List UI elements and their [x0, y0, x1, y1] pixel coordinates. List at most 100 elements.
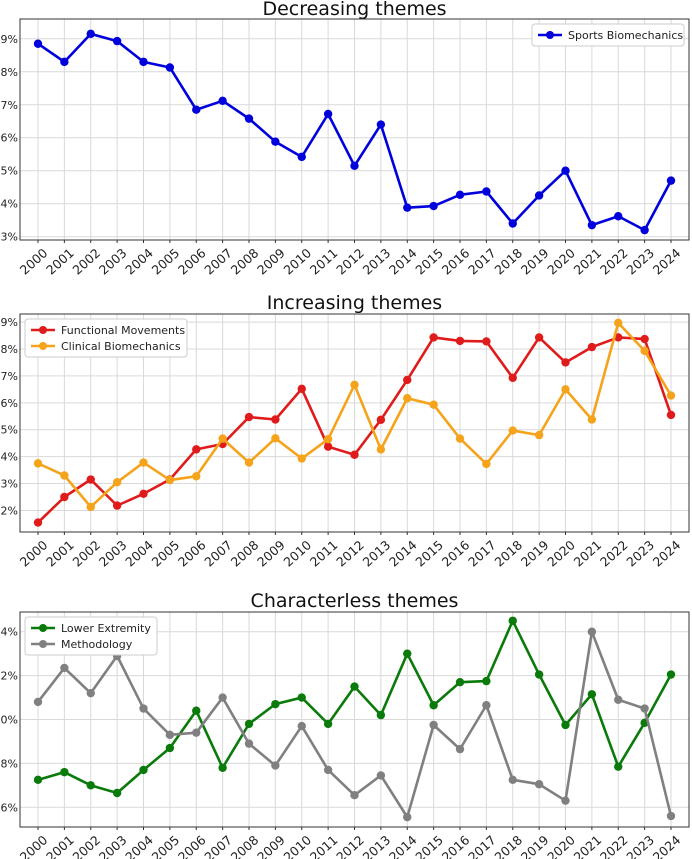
data-point [508, 219, 517, 228]
x-tick-label: 2023 [623, 537, 657, 569]
y-tick-label: 7% [1, 99, 18, 112]
x-tick-label: 2024 [650, 537, 684, 569]
data-point [429, 720, 438, 730]
series-clinical-biomechanics [33, 318, 676, 512]
data-point [455, 434, 465, 443]
x-tick-label: 2017 [465, 245, 499, 277]
data-point [587, 342, 597, 352]
data-point [614, 318, 623, 328]
data-point [429, 333, 438, 342]
data-point [165, 63, 175, 72]
data-point [429, 201, 438, 211]
data-point [297, 454, 306, 463]
y-tick-label: 14% [0, 626, 18, 639]
legend-swatch-marker [546, 31, 554, 39]
x-tick-label: 2004 [122, 537, 156, 569]
data-point [244, 739, 254, 748]
legend-label: Sports Biomechanics [568, 29, 683, 42]
legend-box [24, 616, 158, 656]
series-methodology [33, 627, 676, 822]
x-tick-label: 2011 [307, 537, 341, 569]
data-point [192, 105, 201, 114]
x-tick-label: 2022 [597, 537, 631, 569]
data-point [139, 765, 148, 775]
y-tick-label: 2% [1, 504, 18, 517]
x-tick-label: 2005 [149, 537, 183, 569]
y-tick-label: 5% [1, 424, 18, 437]
data-point [482, 459, 491, 469]
chart-title: Characterless themes [251, 590, 459, 612]
data-point [112, 788, 122, 798]
data-point [271, 699, 280, 709]
data-point [60, 767, 69, 777]
x-tick-label: 2002 [69, 537, 103, 569]
data-point [297, 721, 306, 731]
x-tick-label: 2004 [122, 245, 156, 277]
data-point [139, 57, 148, 67]
data-point [271, 137, 280, 146]
legend-swatch-marker [39, 640, 47, 648]
data-point [33, 518, 43, 527]
data-point [165, 743, 175, 753]
chart-title: Decreasing themes [262, 0, 446, 20]
data-point [455, 336, 465, 346]
data-point [508, 373, 517, 382]
data-point [403, 649, 412, 658]
data-point [86, 475, 95, 484]
legend: Lower Extremity Methodology [24, 616, 158, 656]
x-tick-label: 2000 [17, 537, 51, 569]
data-point [666, 176, 676, 185]
data-point [192, 728, 201, 737]
y-tick-label: 6% [1, 132, 18, 145]
legend-swatch-marker [39, 342, 47, 350]
data-point [561, 796, 570, 805]
x-tick-label: 2015 [412, 537, 446, 569]
legend-label: Methodology [61, 638, 133, 651]
data-point [60, 57, 69, 67]
legend-box [531, 23, 685, 47]
data-point [429, 400, 438, 409]
y-tick-label: 5% [1, 165, 18, 178]
data-point [297, 693, 306, 702]
data-point [534, 430, 544, 440]
data-point [192, 472, 201, 481]
data-point [244, 412, 254, 422]
data-point [455, 744, 465, 754]
y-tick-label: 4% [1, 198, 18, 211]
data-point [429, 701, 438, 710]
data-point [86, 29, 95, 39]
x-tick-label: 2002 [69, 245, 103, 277]
data-point [587, 627, 597, 636]
x-tick-label: 2010 [280, 245, 314, 277]
x-tick-label: 2014 [386, 245, 420, 277]
data-point [534, 780, 544, 789]
data-point [350, 450, 359, 459]
data-point [587, 415, 597, 424]
data-point [218, 693, 227, 702]
chart-3: Characterless themes6%8%10%12%14%2000200… [0, 590, 690, 859]
data-point [86, 502, 95, 512]
data-point [403, 812, 412, 822]
y-tick-label: 7% [1, 370, 18, 383]
x-tick-label: 2005 [149, 245, 183, 277]
legend: Functional Movements Clinical Biomechanic… [24, 318, 188, 358]
data-point [60, 663, 69, 673]
data-point [350, 682, 359, 691]
x-tick-label: 2020 [544, 537, 578, 569]
legend-label: Clinical Biomechanics [61, 340, 181, 353]
x-tick-label: 2018 [491, 245, 525, 277]
data-point [508, 426, 517, 435]
data-point [323, 109, 333, 119]
data-point [508, 775, 517, 785]
data-point [323, 442, 333, 451]
series-sports-biomechanics [33, 29, 676, 235]
x-tick-label: 2018 [491, 537, 525, 569]
data-point [139, 458, 148, 467]
x-tick-label: 2003 [96, 537, 130, 569]
data-point [112, 501, 122, 510]
legend: Sports Biomechanics [531, 23, 685, 47]
data-point [534, 670, 544, 679]
x-tick-label: 2023 [623, 245, 657, 277]
x-tick-label: 2024 [650, 245, 684, 277]
